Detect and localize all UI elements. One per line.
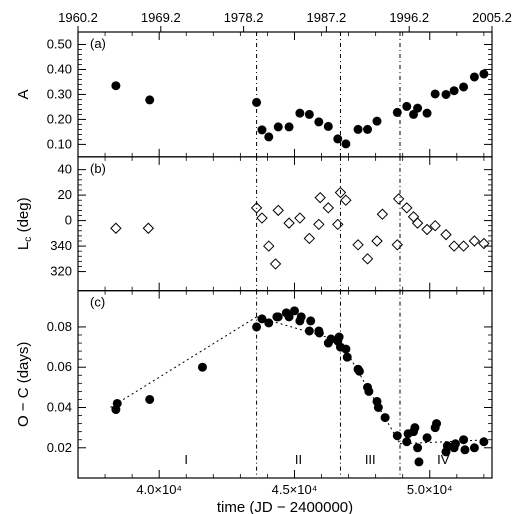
svg-text:0.04: 0.04 [47, 400, 72, 415]
svg-text:Lc (deg): Lc (deg) [15, 197, 34, 250]
svg-text:1978.2: 1978.2 [224, 10, 264, 25]
svg-text:320: 320 [50, 264, 72, 279]
svg-text:0.30: 0.30 [47, 86, 72, 101]
svg-text:time (JD − 2400000): time (JD − 2400000) [217, 499, 353, 514]
svg-text:1969.2: 1969.2 [141, 10, 181, 25]
svg-text:4.0×10⁴: 4.0×10⁴ [136, 482, 182, 497]
svg-text:1987.2: 1987.2 [307, 10, 347, 25]
svg-text:0.20: 0.20 [47, 111, 72, 126]
svg-text:0.06: 0.06 [47, 359, 72, 374]
svg-text:2005.2: 2005.2 [472, 10, 512, 25]
figure-svg: 0.10 0.20 0.30 0.40 0.50 (a) A 320 340 0 20 40 (b) Lc… [0, 0, 514, 514]
svg-text:0.08: 0.08 [47, 319, 72, 334]
svg-text:20: 20 [58, 187, 72, 202]
svg-text:0.10: 0.10 [47, 136, 72, 151]
svg-text:0.50: 0.50 [47, 36, 72, 51]
svg-text:0.40: 0.40 [47, 61, 72, 76]
svg-text:4.5×10⁴: 4.5×10⁴ [272, 482, 318, 497]
svg-text:1960.2: 1960.2 [58, 10, 98, 25]
svg-text:III: III [365, 452, 376, 467]
svg-text:(c): (c) [90, 295, 105, 310]
svg-text:(a): (a) [90, 36, 106, 51]
svg-text:II: II [295, 452, 302, 467]
svg-text:I: I [184, 452, 188, 467]
svg-text:(b): (b) [90, 161, 106, 176]
svg-text:1996.2: 1996.2 [389, 10, 429, 25]
figure-container: 0.10 0.20 0.30 0.40 0.50 (a) A 320 340 0 20 40 (b) Lc… [0, 0, 514, 514]
svg-text:340: 340 [50, 238, 72, 253]
svg-text:40: 40 [58, 162, 72, 177]
svg-text:0.02: 0.02 [47, 440, 72, 455]
svg-text:IV: IV [437, 452, 450, 467]
svg-text:0: 0 [65, 213, 72, 228]
svg-text:O − C (days): O − C (days) [15, 342, 32, 427]
svg-text:5.0×10⁴: 5.0×10⁴ [407, 482, 453, 497]
svg-text:A: A [15, 89, 32, 99]
